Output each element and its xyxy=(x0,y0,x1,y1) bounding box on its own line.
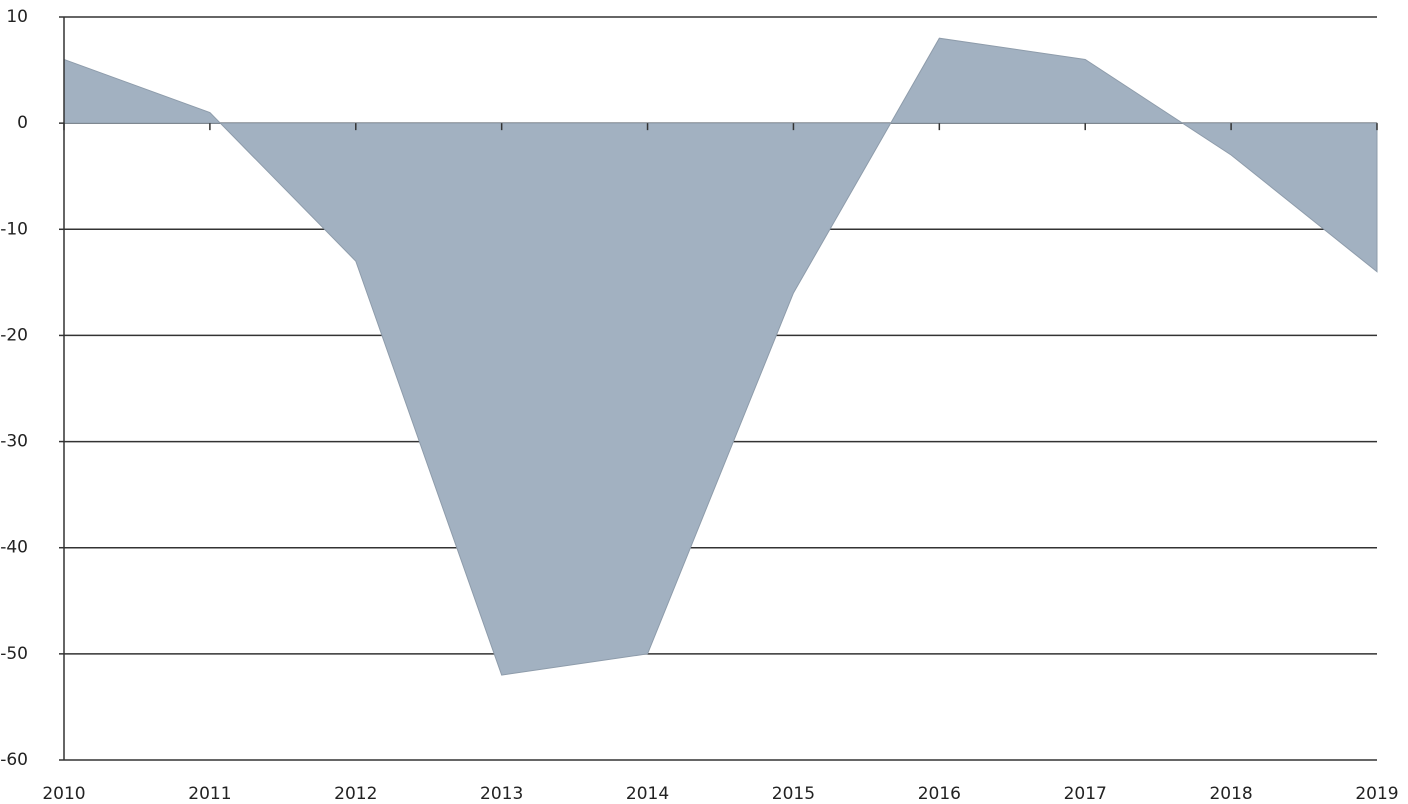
y-tick-label: -30 xyxy=(0,432,28,452)
x-tick-label: 2018 xyxy=(1209,784,1252,804)
x-tick-label: 2019 xyxy=(1355,784,1398,804)
x-tick-label: 2014 xyxy=(626,784,669,804)
y-tick-label: -40 xyxy=(0,538,28,558)
x-tick-label: 2010 xyxy=(42,784,85,804)
area xyxy=(63,37,1378,676)
y-tick-label: -10 xyxy=(0,219,28,239)
x-tick-label: 2011 xyxy=(188,784,231,804)
y-tick-label: 0 xyxy=(17,113,28,133)
y-tick-label: 10 xyxy=(6,7,28,27)
x-tick-label: 2015 xyxy=(772,784,815,804)
x-tick-label: 2017 xyxy=(1064,784,1107,804)
y-tick-label: -60 xyxy=(0,750,28,770)
x-tick-label: 2012 xyxy=(334,784,377,804)
x-tick-label: 2016 xyxy=(918,784,961,804)
y-tick-label: -50 xyxy=(0,644,28,664)
x-tick-label: 2013 xyxy=(480,784,523,804)
y-tick-label: -20 xyxy=(0,325,28,345)
